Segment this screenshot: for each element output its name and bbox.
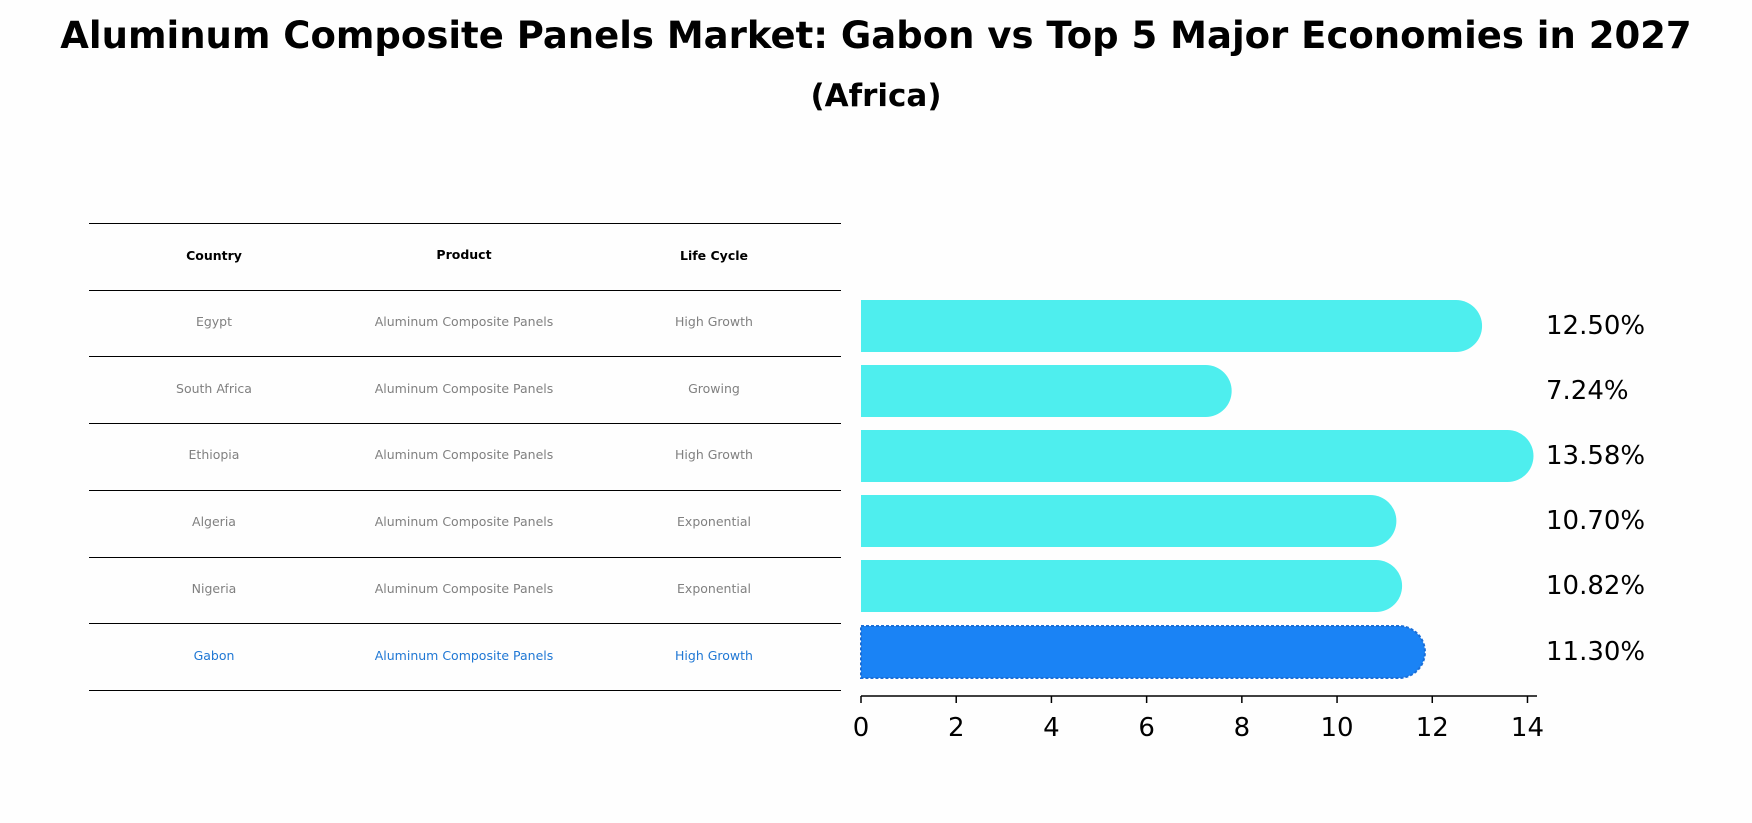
table-header-cell: Country — [186, 248, 242, 264]
bar-value-label: 12.50% — [1546, 311, 1645, 341]
table-cell-life-cycle: Exponential — [677, 514, 751, 530]
chart-title: Aluminum Composite Panels Market: Gabon … — [60, 14, 1692, 57]
bar-egypt — [861, 300, 1483, 352]
table-header-cell: Life Cycle — [679, 248, 748, 264]
bar-algeria — [861, 495, 1397, 547]
x-tick-label: 12 — [1416, 713, 1449, 743]
table-cell-country: Egypt — [195, 314, 233, 330]
table-cell-country: South Africa — [176, 380, 252, 396]
table-cell-product: Aluminum Composite Panels — [374, 447, 554, 463]
table-rule — [89, 423, 841, 425]
table-cell-product: Aluminum Composite Panels — [374, 314, 554, 330]
table-cell-country: Gabon — [193, 647, 235, 663]
table-rule — [89, 623, 841, 625]
table-cell-country: Ethiopia — [188, 447, 240, 463]
bar-value-label: 10.70% — [1546, 506, 1645, 536]
table-cell-country: Nigeria — [191, 580, 237, 596]
table-cell-product: Aluminum Composite Panels — [374, 647, 554, 663]
bar-gabon — [860, 625, 1426, 679]
table-cell-life-cycle: High Growth — [675, 647, 753, 663]
table-rule — [89, 689, 841, 691]
table-cell-life-cycle: Growing — [688, 380, 740, 396]
table-rule — [89, 356, 841, 358]
bar-value-label: 7.24% — [1546, 376, 1629, 406]
table-cell-life-cycle: Exponential — [677, 580, 751, 596]
table-cell-product: Aluminum Composite Panels — [374, 514, 554, 530]
x-tick-label: 10 — [1321, 713, 1354, 743]
bar-ethiopia — [861, 430, 1534, 482]
table-header-cell: Product — [436, 247, 492, 263]
table-cell-life-cycle: High Growth — [675, 447, 753, 463]
table-rule — [89, 289, 841, 291]
x-tick-label: 8 — [1234, 713, 1251, 743]
x-tick-label: 6 — [1138, 713, 1155, 743]
table-cell-life-cycle: High Growth — [675, 314, 753, 330]
bar-value-label: 13.58% — [1546, 441, 1645, 471]
bar-value-label: 10.82% — [1546, 571, 1645, 601]
chart-subtitle: (Africa) — [810, 78, 942, 114]
bar-south-africa — [861, 365, 1232, 417]
table-cell-country: Algeria — [192, 514, 236, 530]
bar-nigeria — [861, 560, 1403, 612]
x-tick-label: 2 — [948, 713, 965, 743]
table-rule — [89, 556, 841, 558]
x-tick-label: 14 — [1511, 713, 1544, 743]
table-cell-product: Aluminum Composite Panels — [374, 380, 554, 396]
x-tick-label: 4 — [1043, 713, 1060, 743]
table-rule — [89, 223, 841, 224]
table-cell-product: Aluminum Composite Panels — [374, 580, 554, 596]
bar-value-label: 11.30% — [1546, 637, 1645, 667]
table-rule — [89, 489, 841, 491]
x-tick-label: 0 — [853, 713, 870, 743]
